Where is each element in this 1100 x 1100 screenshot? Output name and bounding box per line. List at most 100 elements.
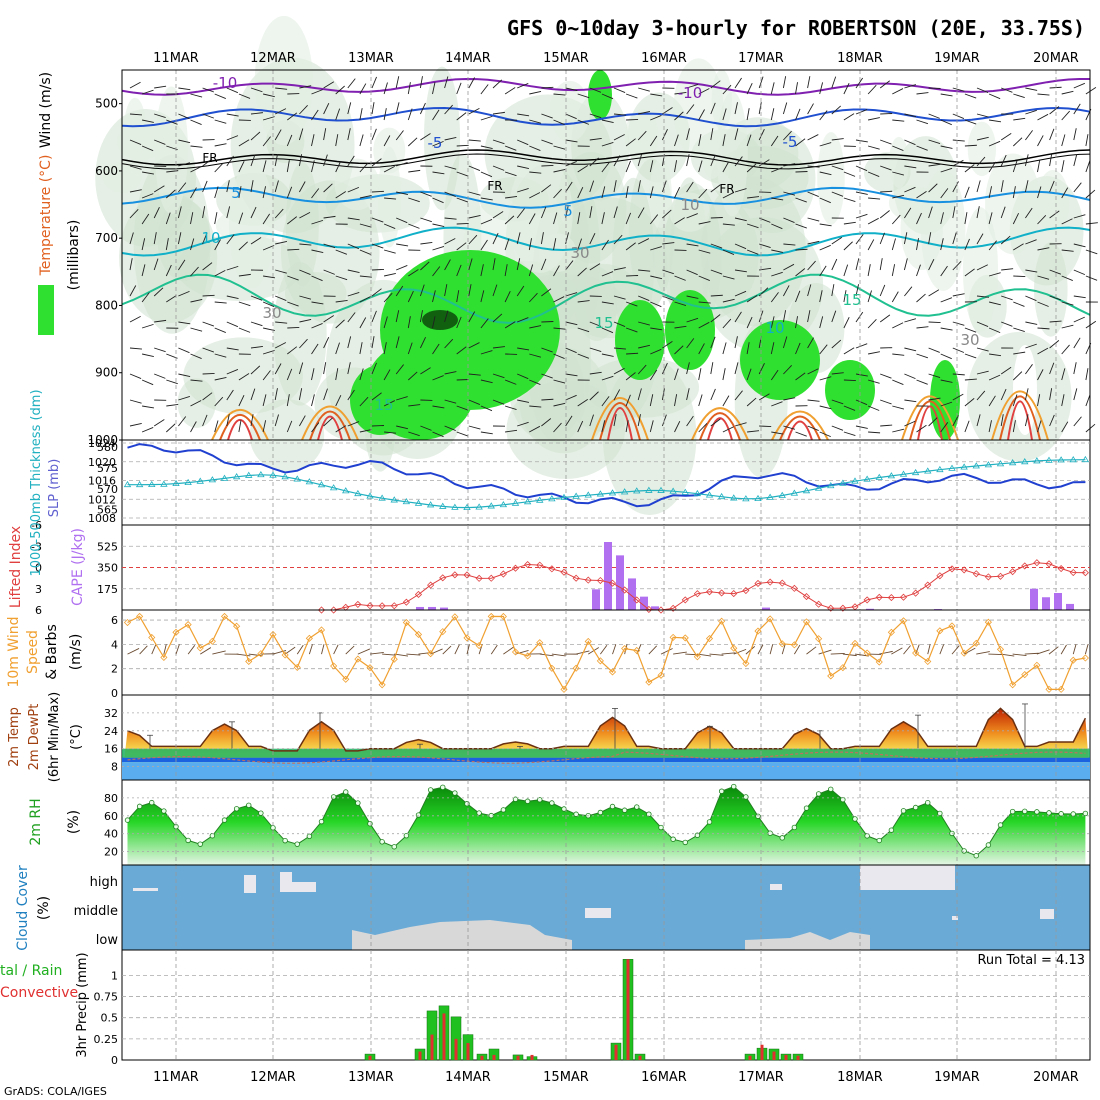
wind-barb [843, 197, 856, 203]
wind-barb [613, 414, 617, 427]
wind-barb [323, 81, 335, 89]
wind-barb [299, 415, 306, 427]
slp-line [127, 443, 1086, 508]
day-label-bottom: 13MAR [348, 1070, 394, 1085]
wind-barb [1025, 109, 1037, 115]
temp-tick: 16 [104, 743, 118, 756]
contour-label: 10 [680, 196, 699, 214]
li-marker [499, 570, 507, 578]
wind-barb [214, 119, 227, 124]
wind-speed-marker [718, 617, 726, 625]
wind-speed-marker [511, 648, 520, 656]
thickness-marker [996, 460, 1005, 467]
wind-barb [553, 145, 566, 150]
wind-barb [141, 379, 154, 386]
wind-barb [601, 239, 609, 251]
wind-speed-marker [730, 644, 738, 652]
wind-barb [359, 429, 372, 433]
wind-barb [940, 379, 953, 383]
wind-barb [916, 293, 926, 303]
wind-barb [892, 405, 905, 410]
wind-barb [275, 87, 288, 90]
wind-barb [311, 275, 323, 282]
wind-barb [710, 362, 714, 375]
rh-marker [379, 839, 385, 845]
precip-conv-bar [796, 1055, 800, 1060]
wind-barb [625, 327, 638, 333]
wind-barb [916, 212, 922, 225]
li-marker [912, 589, 920, 597]
wind-barb [855, 139, 868, 143]
wind10-barb [757, 644, 764, 655]
wind-barb [407, 137, 418, 147]
wind-barb [1037, 327, 1050, 330]
wind-barb [843, 82, 850, 95]
wind-tick: 6 [111, 614, 118, 627]
thickness-marker [596, 490, 605, 497]
wind-barb [601, 301, 614, 305]
wind-barb [807, 399, 820, 402]
wind-barb [359, 134, 364, 147]
wind-barb [868, 351, 880, 355]
wind-barb [952, 321, 965, 326]
wind-barb [601, 420, 606, 433]
wind-barb [177, 206, 182, 219]
wind-barb [795, 82, 798, 95]
wind-barb [565, 373, 578, 377]
wind-barb [226, 321, 239, 328]
wind-barb [625, 420, 629, 433]
wind-barb [190, 93, 203, 98]
wind-barb [795, 223, 807, 229]
wind-barb [698, 321, 710, 329]
wind-barb [916, 191, 927, 199]
wind-barb [1025, 130, 1033, 141]
wind-barb [468, 399, 481, 405]
wind-barb [843, 379, 856, 381]
wind-barb [867, 239, 875, 251]
wind-barb [952, 87, 965, 92]
wind-barb [662, 209, 672, 219]
wind-barb [674, 111, 684, 121]
wind-barb [202, 232, 208, 245]
wind-barb [311, 109, 319, 121]
wind-barb [698, 301, 711, 304]
wind-barb [867, 405, 880, 411]
wind-barb [408, 169, 421, 173]
precip-conv-bar [638, 1055, 642, 1060]
wind-barb [734, 269, 747, 273]
li-marker [511, 564, 520, 572]
temp-tick: 24 [104, 725, 118, 738]
wind-speed-marker [427, 650, 435, 658]
wind-barb [577, 353, 590, 359]
rh-marker [634, 804, 640, 810]
rh-high-zone [930, 360, 960, 440]
precip-conv-bar [748, 1055, 752, 1060]
cape-tick: 525 [97, 540, 118, 553]
wind-barb [940, 401, 953, 407]
wind-barb [565, 292, 578, 297]
rh-marker [997, 822, 1004, 828]
wind-barb [311, 249, 324, 253]
wind-barb [916, 424, 927, 433]
wind-barb [650, 115, 662, 121]
wind-barb [734, 336, 738, 349]
wind-speed-marker [681, 634, 689, 642]
wind-barb [722, 223, 735, 226]
wind-barb [892, 194, 905, 199]
wind-barb [154, 347, 166, 353]
wind-barb [142, 119, 154, 123]
rh-shade-high [649, 158, 672, 228]
wind-speed-marker [317, 626, 326, 634]
wind-barb [807, 260, 816, 271]
day-label-top: 18MAR [837, 51, 883, 66]
rh-marker [282, 837, 288, 844]
wind-barb [262, 213, 271, 225]
wind-barb [891, 238, 896, 251]
wind-barb [262, 394, 267, 407]
wind-barb [928, 417, 938, 427]
wind10-barb [600, 644, 608, 655]
wind-barb [625, 212, 632, 225]
wind-barb [371, 158, 382, 167]
li-marker [899, 593, 908, 601]
wind-barb [1025, 321, 1038, 325]
